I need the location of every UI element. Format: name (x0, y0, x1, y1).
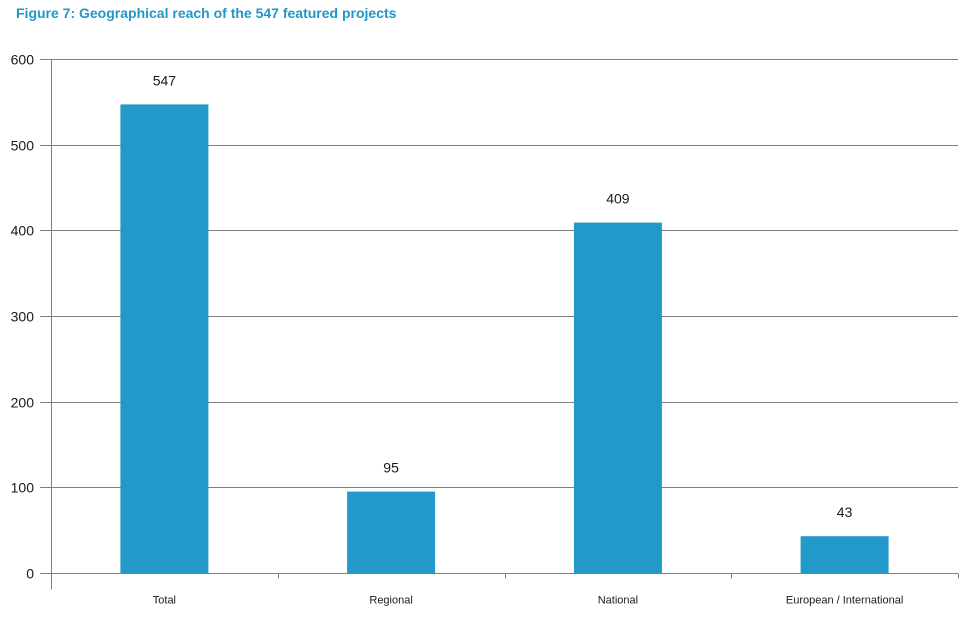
data-label-national: 409 (606, 191, 630, 207)
y-tick-label-400: 400 (11, 223, 35, 239)
y-tick-label-500: 500 (11, 138, 35, 154)
y-tick-label-300: 300 (11, 309, 35, 325)
data-label-regional: 95 (383, 460, 399, 476)
data-label-total: 547 (153, 72, 177, 88)
bar-european-international (800, 536, 889, 573)
x-tick-label-total: Total (153, 595, 176, 607)
x-tick-label-national: National (598, 595, 638, 607)
bar-regional (347, 491, 436, 573)
y-tick-label-200: 200 (11, 395, 35, 411)
bar-national (573, 222, 662, 573)
y-tick-label-600: 600 (11, 52, 35, 68)
data-label-european-international: 43 (837, 504, 853, 520)
gridlines (40, 59, 958, 488)
x-tick-label-regional: Regional (369, 595, 412, 607)
bars (120, 104, 889, 574)
x-tick-label-european-international: European / International (786, 595, 903, 607)
y-tick-label-100: 100 (11, 480, 35, 496)
bar-total (120, 104, 209, 574)
figure-title: Figure 7: Geographical reach of the 547 … (16, 5, 397, 21)
y-tick-label-0: 0 (26, 566, 34, 582)
axes (40, 59, 959, 590)
labels: 0 100 200 300 400 500 600 547 Total 95 Regional 409… (11, 52, 904, 607)
